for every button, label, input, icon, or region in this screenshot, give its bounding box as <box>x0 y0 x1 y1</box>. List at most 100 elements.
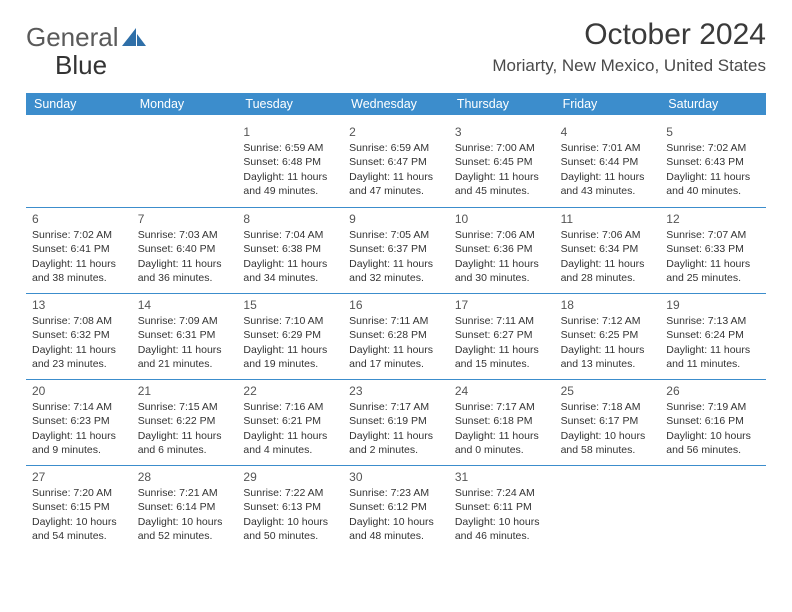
sunrise-text: Sunrise: 7:13 AM <box>666 314 760 328</box>
daylight-text: Daylight: 11 hours and 19 minutes. <box>243 343 337 371</box>
day-number: 6 <box>32 211 126 227</box>
sunrise-text: Sunrise: 7:02 AM <box>32 228 126 242</box>
calendar-cell: 23Sunrise: 7:17 AMSunset: 6:19 PMDayligh… <box>343 379 449 465</box>
calendar-cell: 14Sunrise: 7:09 AMSunset: 6:31 PMDayligh… <box>132 293 238 379</box>
daylight-text: Daylight: 11 hours and 21 minutes. <box>138 343 232 371</box>
daylight-text: Daylight: 10 hours and 50 minutes. <box>243 515 337 543</box>
sunset-text: Sunset: 6:32 PM <box>32 328 126 342</box>
sunrise-text: Sunrise: 7:04 AM <box>243 228 337 242</box>
calendar-cell: 27Sunrise: 7:20 AMSunset: 6:15 PMDayligh… <box>26 465 132 551</box>
daylight-text: Daylight: 11 hours and 6 minutes. <box>138 429 232 457</box>
calendar-cell: 26Sunrise: 7:19 AMSunset: 6:16 PMDayligh… <box>660 379 766 465</box>
sunset-text: Sunset: 6:13 PM <box>243 500 337 514</box>
sunrise-text: Sunrise: 6:59 AM <box>243 141 337 155</box>
calendar-cell: 22Sunrise: 7:16 AMSunset: 6:21 PMDayligh… <box>237 379 343 465</box>
sunrise-text: Sunrise: 7:02 AM <box>666 141 760 155</box>
daylight-text: Daylight: 11 hours and 45 minutes. <box>455 170 549 198</box>
logo-sail-icon <box>122 28 146 48</box>
daylight-text: Daylight: 11 hours and 40 minutes. <box>666 170 760 198</box>
sunset-text: Sunset: 6:38 PM <box>243 242 337 256</box>
calendar-cell: 25Sunrise: 7:18 AMSunset: 6:17 PMDayligh… <box>555 379 661 465</box>
sunset-text: Sunset: 6:29 PM <box>243 328 337 342</box>
sunrise-text: Sunrise: 7:07 AM <box>666 228 760 242</box>
calendar-cell: 19Sunrise: 7:13 AMSunset: 6:24 PMDayligh… <box>660 293 766 379</box>
calendar-cell: 29Sunrise: 7:22 AMSunset: 6:13 PMDayligh… <box>237 465 343 551</box>
daylight-text: Daylight: 11 hours and 49 minutes. <box>243 170 337 198</box>
calendar-body: 1Sunrise: 6:59 AMSunset: 6:48 PMDaylight… <box>26 121 766 551</box>
calendar-cell: 3Sunrise: 7:00 AMSunset: 6:45 PMDaylight… <box>449 121 555 207</box>
daylight-text: Daylight: 11 hours and 4 minutes. <box>243 429 337 457</box>
daylight-text: Daylight: 11 hours and 0 minutes. <box>455 429 549 457</box>
sunrise-text: Sunrise: 7:05 AM <box>349 228 443 242</box>
dayhead-sat: Saturday <box>660 93 766 115</box>
sunrise-text: Sunrise: 7:18 AM <box>561 400 655 414</box>
sunset-text: Sunset: 6:12 PM <box>349 500 443 514</box>
day-number: 2 <box>349 124 443 140</box>
sunset-text: Sunset: 6:34 PM <box>561 242 655 256</box>
sunrise-text: Sunrise: 7:16 AM <box>243 400 337 414</box>
sunset-text: Sunset: 6:31 PM <box>138 328 232 342</box>
sunrise-text: Sunrise: 7:11 AM <box>455 314 549 328</box>
sunset-text: Sunset: 6:14 PM <box>138 500 232 514</box>
calendar-cell <box>26 121 132 207</box>
day-number: 30 <box>349 469 443 485</box>
calendar-cell: 1Sunrise: 6:59 AMSunset: 6:48 PMDaylight… <box>237 121 343 207</box>
daylight-text: Daylight: 10 hours and 48 minutes. <box>349 515 443 543</box>
daylight-text: Daylight: 11 hours and 36 minutes. <box>138 257 232 285</box>
logo-text-1: General <box>26 22 119 53</box>
day-number: 31 <box>455 469 549 485</box>
sunrise-text: Sunrise: 7:17 AM <box>349 400 443 414</box>
day-number: 12 <box>666 211 760 227</box>
sunrise-text: Sunrise: 6:59 AM <box>349 141 443 155</box>
daylight-text: Daylight: 11 hours and 9 minutes. <box>32 429 126 457</box>
sunrise-text: Sunrise: 7:06 AM <box>561 228 655 242</box>
calendar-cell: 30Sunrise: 7:23 AMSunset: 6:12 PMDayligh… <box>343 465 449 551</box>
calendar-cell <box>555 465 661 551</box>
logo: General <box>26 18 146 53</box>
calendar-cell: 9Sunrise: 7:05 AMSunset: 6:37 PMDaylight… <box>343 207 449 293</box>
calendar-cell: 24Sunrise: 7:17 AMSunset: 6:18 PMDayligh… <box>449 379 555 465</box>
daylight-text: Daylight: 11 hours and 17 minutes. <box>349 343 443 371</box>
dayhead-wed: Wednesday <box>343 93 449 115</box>
calendar-cell: 17Sunrise: 7:11 AMSunset: 6:27 PMDayligh… <box>449 293 555 379</box>
day-number: 18 <box>561 297 655 313</box>
day-number: 14 <box>138 297 232 313</box>
sunrise-text: Sunrise: 7:08 AM <box>32 314 126 328</box>
dayhead-mon: Monday <box>132 93 238 115</box>
sunrise-text: Sunrise: 7:23 AM <box>349 486 443 500</box>
sunset-text: Sunset: 6:48 PM <box>243 155 337 169</box>
calendar-cell: 2Sunrise: 6:59 AMSunset: 6:47 PMDaylight… <box>343 121 449 207</box>
day-number: 4 <box>561 124 655 140</box>
sunset-text: Sunset: 6:22 PM <box>138 414 232 428</box>
sunrise-text: Sunrise: 7:12 AM <box>561 314 655 328</box>
day-number: 24 <box>455 383 549 399</box>
calendar-cell: 31Sunrise: 7:24 AMSunset: 6:11 PMDayligh… <box>449 465 555 551</box>
sunset-text: Sunset: 6:17 PM <box>561 414 655 428</box>
calendar-cell: 11Sunrise: 7:06 AMSunset: 6:34 PMDayligh… <box>555 207 661 293</box>
calendar-cell: 10Sunrise: 7:06 AMSunset: 6:36 PMDayligh… <box>449 207 555 293</box>
sunrise-text: Sunrise: 7:22 AM <box>243 486 337 500</box>
calendar-cell: 16Sunrise: 7:11 AMSunset: 6:28 PMDayligh… <box>343 293 449 379</box>
sunset-text: Sunset: 6:18 PM <box>455 414 549 428</box>
day-number: 19 <box>666 297 760 313</box>
daylight-text: Daylight: 11 hours and 47 minutes. <box>349 170 443 198</box>
day-number: 5 <box>666 124 760 140</box>
dayhead-thu: Thursday <box>449 93 555 115</box>
day-number: 1 <box>243 124 337 140</box>
day-number: 9 <box>349 211 443 227</box>
sunset-text: Sunset: 6:27 PM <box>455 328 549 342</box>
calendar-cell: 6Sunrise: 7:02 AMSunset: 6:41 PMDaylight… <box>26 207 132 293</box>
day-number: 15 <box>243 297 337 313</box>
daylight-text: Daylight: 11 hours and 25 minutes. <box>666 257 760 285</box>
sunrise-text: Sunrise: 7:15 AM <box>138 400 232 414</box>
day-number: 10 <box>455 211 549 227</box>
calendar-cell: 7Sunrise: 7:03 AMSunset: 6:40 PMDaylight… <box>132 207 238 293</box>
daylight-text: Daylight: 11 hours and 23 minutes. <box>32 343 126 371</box>
month-title: October 2024 <box>492 18 766 52</box>
sunrise-text: Sunrise: 7:09 AM <box>138 314 232 328</box>
day-number: 25 <box>561 383 655 399</box>
calendar-cell: 12Sunrise: 7:07 AMSunset: 6:33 PMDayligh… <box>660 207 766 293</box>
daylight-text: Daylight: 10 hours and 54 minutes. <box>32 515 126 543</box>
daylight-text: Daylight: 11 hours and 38 minutes. <box>32 257 126 285</box>
daylight-text: Daylight: 11 hours and 30 minutes. <box>455 257 549 285</box>
